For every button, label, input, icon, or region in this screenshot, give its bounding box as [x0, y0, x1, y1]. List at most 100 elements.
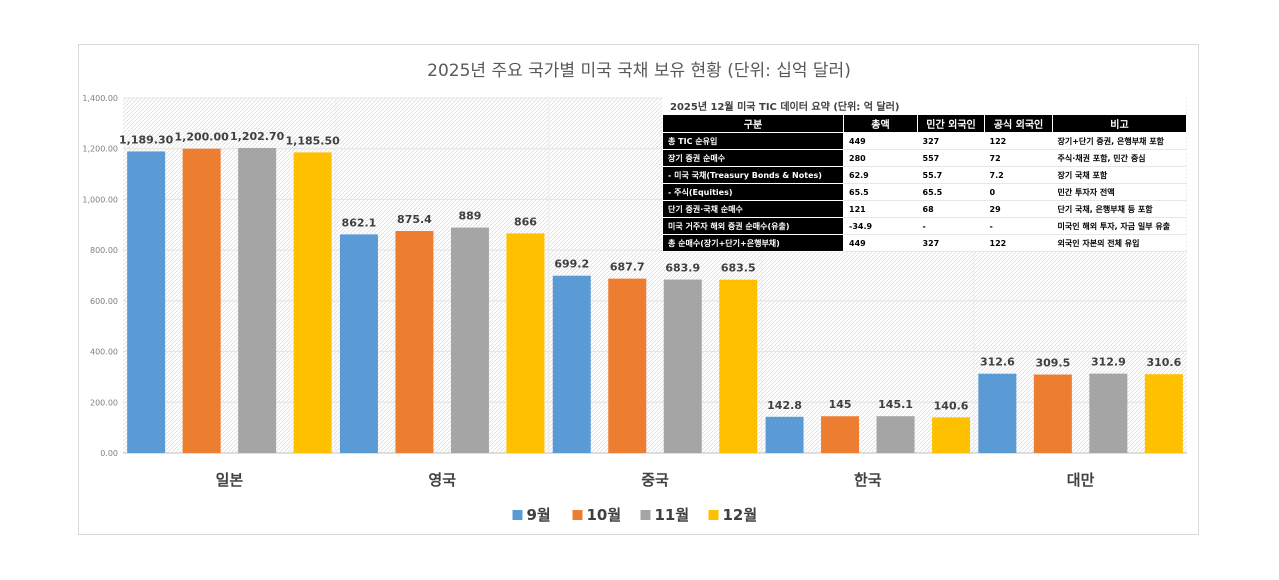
y-tick-label: 800.00 [90, 246, 118, 255]
data-label: 862.1 [342, 216, 377, 229]
data-label: 699.2 [554, 258, 589, 271]
y-tick-label: 1,200.00 [82, 145, 118, 154]
data-label: 312.9 [1091, 356, 1126, 369]
cell-private: 327 [917, 234, 985, 252]
cell-note: 미국인 해외 투자, 자금 일부 유출 [1052, 217, 1187, 235]
bar-10월 [608, 278, 647, 453]
bar-11월 [450, 227, 489, 453]
legend-swatch-10월 [572, 510, 583, 520]
cell-private: 68 [917, 200, 985, 218]
bar-12월 [719, 279, 758, 453]
y-tick-label: 600.00 [90, 297, 118, 306]
cell-private: 557 [917, 149, 985, 167]
legend-swatch-11월 [640, 510, 651, 520]
table-row: 총 TIC 순유입 449 327 122 장기+단기 증권, 은행부채 포함 [662, 132, 1187, 150]
data-label: 1,185.50 [286, 134, 341, 147]
cell-private: 327 [917, 132, 985, 150]
cell-total: 65.5 [843, 183, 918, 201]
row-label: 장기 증권 순매수 [662, 149, 844, 167]
table-row: 단기 증권·국채 순매수 121 68 29 단기 국채, 은행부채 등 포함 [662, 200, 1187, 218]
legend-label: 10월 [587, 506, 622, 524]
bar-11월 [876, 416, 915, 453]
y-tick-label: 200.00 [90, 398, 118, 407]
data-label: 145.1 [878, 398, 913, 411]
cell-total: 449 [843, 132, 918, 150]
bar-9월 [127, 151, 166, 453]
legend-label: 9월 [527, 506, 551, 524]
bar-9월 [765, 416, 804, 453]
y-tick-label: 0.00 [100, 449, 118, 458]
data-label: 1,200.00 [175, 131, 230, 144]
cell-private: - [917, 217, 985, 235]
bar-chart: 2025년 주요 국가별 미국 국채 보유 현황 (단위: 십억 달러) 0.0… [82, 61, 1187, 524]
bar-12월 [506, 233, 545, 453]
cell-total: 62.9 [843, 166, 918, 184]
cell-note: 장기 국채 포함 [1052, 166, 1187, 184]
cell-note: 외국인 자본의 전체 유입 [1052, 234, 1187, 252]
legend-swatch-12월 [708, 510, 719, 520]
tic-summary-table: 2025년 12월 미국 TIC 데이터 요약 (단위: 억 달러) 구분 총액… [662, 96, 1187, 252]
cell-total: 121 [843, 200, 918, 218]
bar-11월 [1089, 373, 1128, 453]
y-tick-label: 400.00 [90, 348, 118, 357]
cell-official: 72 [984, 149, 1053, 167]
table-row: 장기 증권 순매수 280 557 72 주식·채권 포함, 민간 중심 [662, 149, 1187, 167]
row-label: 총 순매수(장기+단기+은행부채) [662, 234, 844, 252]
cell-total: -34.9 [843, 217, 918, 235]
cell-official: 122 [984, 132, 1053, 150]
y-tick-label: 1,400.00 [82, 94, 118, 103]
header-official: 공식 외국인 [984, 114, 1053, 133]
data-label: 683.5 [721, 262, 756, 275]
x-category-label: 일본 [216, 471, 244, 489]
cell-note: 장기+단기 증권, 은행부채 포함 [1052, 132, 1187, 150]
x-category-label: 대만 [1067, 471, 1095, 489]
bar-9월 [978, 373, 1017, 453]
data-label: 312.6 [980, 356, 1015, 369]
data-label: 1,202.70 [230, 130, 285, 143]
header-category: 구분 [662, 114, 844, 133]
table-row: 총 순매수(장기+단기+은행부채) 449 327 122 외국인 자본의 전체… [662, 234, 1187, 252]
bar-10월 [1033, 374, 1072, 453]
x-category-label: 한국 [854, 471, 882, 489]
header-total: 총액 [843, 114, 918, 133]
chart-title: 2025년 주요 국가별 미국 국채 보유 현황 (단위: 십억 달러) [427, 61, 851, 81]
row-label: 단기 증권·국채 순매수 [662, 200, 844, 218]
cell-official: - [984, 217, 1053, 235]
bar-12월 [1144, 374, 1183, 453]
legend-swatch-9월 [512, 510, 523, 520]
data-label: 140.6 [934, 399, 969, 412]
cell-official: 0 [984, 183, 1053, 201]
row-label: - 미국 국채(Treasury Bonds & Notes) [662, 166, 844, 184]
bar-12월 [932, 417, 971, 453]
cell-note: 민간 투자자 전액 [1052, 183, 1187, 201]
cell-private: 55.7 [917, 166, 985, 184]
data-label: 875.4 [397, 213, 432, 226]
cell-note: 단기 국채, 은행부채 등 포함 [1052, 200, 1187, 218]
data-label: 687.7 [610, 261, 645, 274]
table-row: - 주식(Equities) 65.5 65.5 0 민간 투자자 전액 [662, 183, 1187, 201]
cell-total: 280 [843, 149, 918, 167]
data-label: 889 [458, 210, 481, 223]
bar-11월 [663, 279, 702, 453]
cell-official: 7.2 [984, 166, 1053, 184]
table-row: - 미국 국채(Treasury Bonds & Notes) 62.9 55.… [662, 166, 1187, 184]
table-title: 2025년 12월 미국 TIC 데이터 요약 (단위: 억 달러) [670, 102, 900, 113]
row-label: 미국 거주자 해외 증권 순매수(유출) [662, 217, 844, 235]
x-category-label: 중국 [641, 471, 669, 489]
data-label: 145 [829, 398, 852, 411]
x-category-label: 영국 [428, 471, 456, 489]
data-label: 310.6 [1146, 356, 1181, 369]
bar-10월 [182, 148, 221, 453]
bar-9월 [339, 234, 378, 453]
data-label: 683.9 [665, 262, 700, 275]
header-private: 민간 외국인 [917, 114, 985, 133]
data-label: 309.5 [1035, 357, 1070, 370]
header-note: 비고 [1052, 114, 1187, 133]
data-label: 866 [514, 215, 537, 228]
bar-12월 [293, 152, 332, 453]
bar-10월 [395, 231, 434, 453]
cell-official: 122 [984, 234, 1053, 252]
legend-label: 11월 [655, 506, 690, 524]
y-tick-label: 1,000.00 [82, 195, 118, 204]
bar-9월 [552, 275, 591, 453]
